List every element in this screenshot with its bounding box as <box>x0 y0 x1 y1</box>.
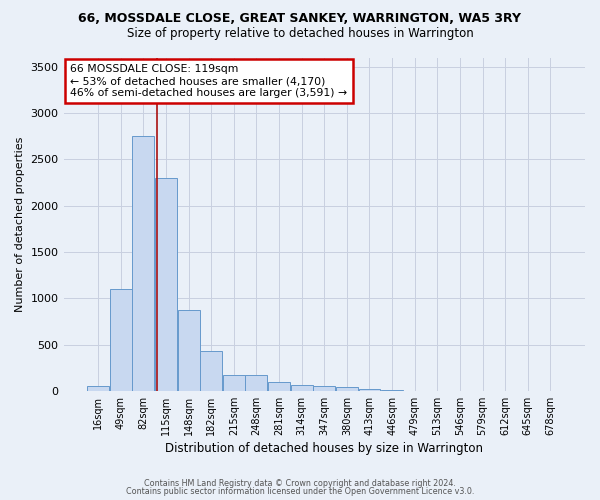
Bar <box>87 386 109 391</box>
Bar <box>245 375 268 391</box>
Bar <box>200 352 222 391</box>
Bar <box>110 289 132 391</box>
Text: Size of property relative to detached houses in Warrington: Size of property relative to detached ho… <box>127 28 473 40</box>
Bar <box>133 136 154 391</box>
Text: Contains HM Land Registry data © Crown copyright and database right 2024.: Contains HM Land Registry data © Crown c… <box>144 478 456 488</box>
Text: 66 MOSSDALE CLOSE: 119sqm
← 53% of detached houses are smaller (4,170)
46% of se: 66 MOSSDALE CLOSE: 119sqm ← 53% of detac… <box>70 64 347 98</box>
Bar <box>155 178 177 391</box>
Bar <box>223 374 245 391</box>
Bar <box>336 387 358 391</box>
Bar <box>291 385 313 391</box>
Bar <box>359 388 380 391</box>
Y-axis label: Number of detached properties: Number of detached properties <box>15 136 25 312</box>
Bar <box>381 390 403 391</box>
Text: Contains public sector information licensed under the Open Government Licence v3: Contains public sector information licen… <box>126 487 474 496</box>
Bar <box>313 386 335 391</box>
Bar <box>178 310 200 391</box>
Text: 66, MOSSDALE CLOSE, GREAT SANKEY, WARRINGTON, WA5 3RY: 66, MOSSDALE CLOSE, GREAT SANKEY, WARRIN… <box>79 12 521 26</box>
Bar <box>268 382 290 391</box>
X-axis label: Distribution of detached houses by size in Warrington: Distribution of detached houses by size … <box>165 442 483 455</box>
